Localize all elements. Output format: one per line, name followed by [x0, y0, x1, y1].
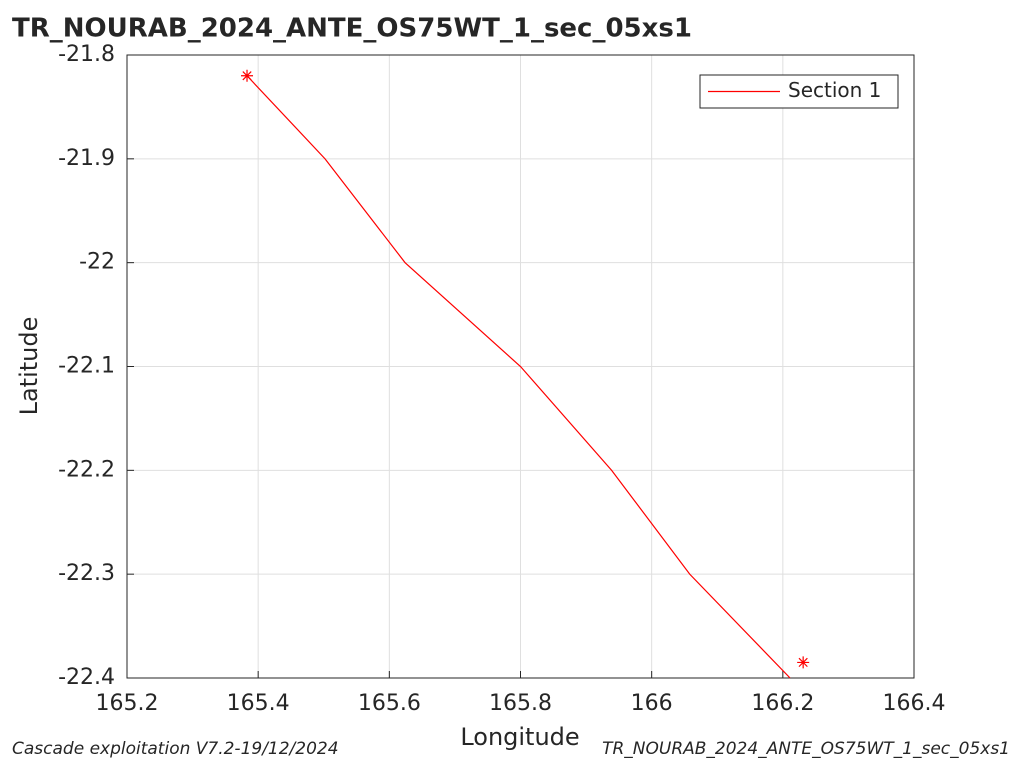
x-tick-label: 165.2 [96, 691, 159, 716]
chart-title: TR_NOURAB_2024_ANTE_OS75WT_1_sec_05xs1 [12, 14, 692, 44]
x-axis-label: Longitude [460, 723, 579, 751]
series-line [246, 75, 791, 679]
y-tick-label: -22.4 [58, 665, 115, 690]
y-tick-label: -21.9 [58, 146, 115, 171]
star-marker [797, 656, 810, 669]
legend-label: Section 1 [788, 78, 881, 102]
y-axis-label: Latitude [15, 317, 43, 416]
footer-right: TR_NOURAB_2024_ANTE_OS75WT_1_sec_05xs1 [602, 739, 1010, 759]
footer-left: Cascade exploitation V7.2-19/12/2024 [12, 739, 339, 759]
star-marker [241, 69, 254, 82]
y-tick-label: -22.3 [58, 561, 115, 586]
y-tick-label: -22.2 [58, 457, 115, 482]
y-tick-label: -21.8 [58, 42, 115, 67]
x-tick-label: 166 [631, 691, 673, 716]
y-tick-label: -22.1 [58, 354, 115, 379]
axes-box [126, 54, 915, 679]
x-tick-label: 165.8 [489, 691, 552, 716]
x-tick-label: 166.4 [883, 691, 946, 716]
x-tick-label: 166.2 [751, 691, 814, 716]
x-tick-label: 165.4 [227, 691, 290, 716]
x-tick-label: 165.6 [358, 691, 421, 716]
y-tick-label: -22 [79, 250, 115, 275]
